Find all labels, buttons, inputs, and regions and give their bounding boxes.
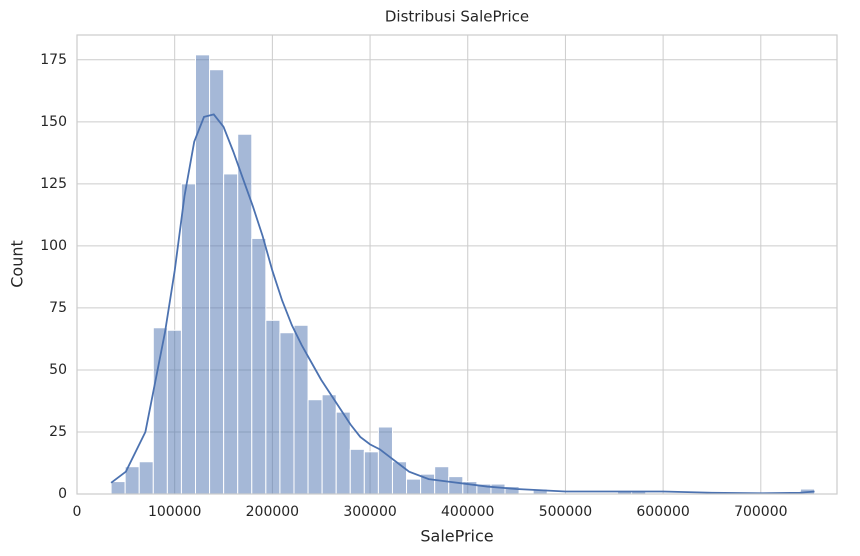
y-tick-label: 50 [49, 362, 67, 378]
x-tick-label: 700000 [734, 504, 787, 520]
y-tick-label: 125 [40, 176, 67, 192]
bar [293, 324, 309, 495]
x-tick-label: 400000 [441, 504, 494, 520]
bar [110, 481, 126, 495]
y-tick-label: 100 [40, 238, 67, 254]
bar [349, 448, 365, 495]
bar [138, 461, 154, 495]
x-tick-label: 500000 [539, 504, 592, 520]
bar [363, 451, 379, 495]
y-tick-label: 150 [40, 114, 67, 130]
bar [279, 332, 295, 495]
y-tick-label: 0 [58, 486, 67, 502]
x-tick-label: 600000 [636, 504, 689, 520]
bar [223, 173, 239, 495]
bar [377, 426, 393, 495]
x-tick-label: 200000 [246, 504, 299, 520]
bar [490, 483, 506, 495]
x-tick-label: 100000 [148, 504, 201, 520]
bar [321, 394, 337, 495]
x-tick-label: 0 [73, 504, 82, 520]
x-axis-label: SalePrice [420, 527, 493, 546]
kde-line [110, 113, 815, 495]
bar [406, 478, 422, 495]
bar [448, 476, 464, 495]
bar [209, 69, 225, 495]
bar [391, 461, 408, 495]
bars [110, 54, 816, 495]
chart-title: Distribusi SalePrice [385, 8, 529, 26]
bar [307, 399, 323, 495]
kde [110, 113, 815, 495]
bar [251, 237, 267, 495]
bar [265, 319, 281, 495]
plot-frame [76, 34, 838, 495]
y-tick-label: 175 [40, 52, 67, 68]
y-tick-label: 25 [49, 424, 67, 440]
y-axis-label: Count [8, 240, 27, 288]
x-tick-label: 300000 [343, 504, 396, 520]
bar [180, 183, 197, 495]
bar [166, 329, 182, 495]
y-tick-label: 75 [49, 300, 67, 316]
bar [237, 133, 253, 495]
bar [335, 411, 351, 495]
